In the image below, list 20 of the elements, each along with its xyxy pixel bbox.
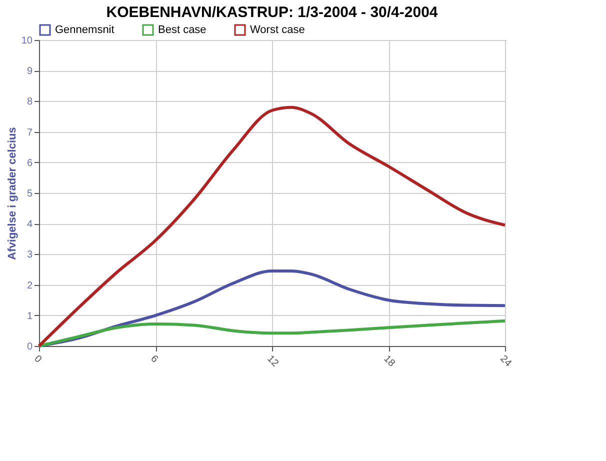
legend-label: Gennemsnit (55, 24, 114, 36)
legend-label: Worst case (250, 24, 305, 36)
y-tick-label: 0 (26, 342, 33, 352)
y-tick-label: 1 (26, 310, 33, 322)
y-tick-label: 2 (26, 280, 33, 292)
y-tick-label: 4 (26, 219, 33, 230)
y-tick-label: 3 (26, 250, 33, 261)
y-tick-label: 5 (26, 188, 33, 200)
y-tick-label: 8 (26, 96, 33, 108)
x-tick-label: 24 (498, 354, 514, 370)
chart-title: KOEBENHAVN/KASTRUP: 1/3-2004 - 30/4-2004 (106, 4, 438, 21)
y-tick-label: 6 (26, 158, 33, 169)
legend-label: Best case (158, 24, 206, 36)
y-tick-label: 9 (26, 66, 33, 78)
x-tick-label: 18 (381, 354, 398, 370)
y-axis-title: Afvigelse i grader celcius (6, 127, 18, 260)
y-tick-label: 7 (26, 127, 33, 138)
x-tick-label: 12 (264, 354, 281, 370)
y-tick-label: 10 (21, 36, 33, 46)
x-tick-label: 6 (148, 354, 160, 366)
